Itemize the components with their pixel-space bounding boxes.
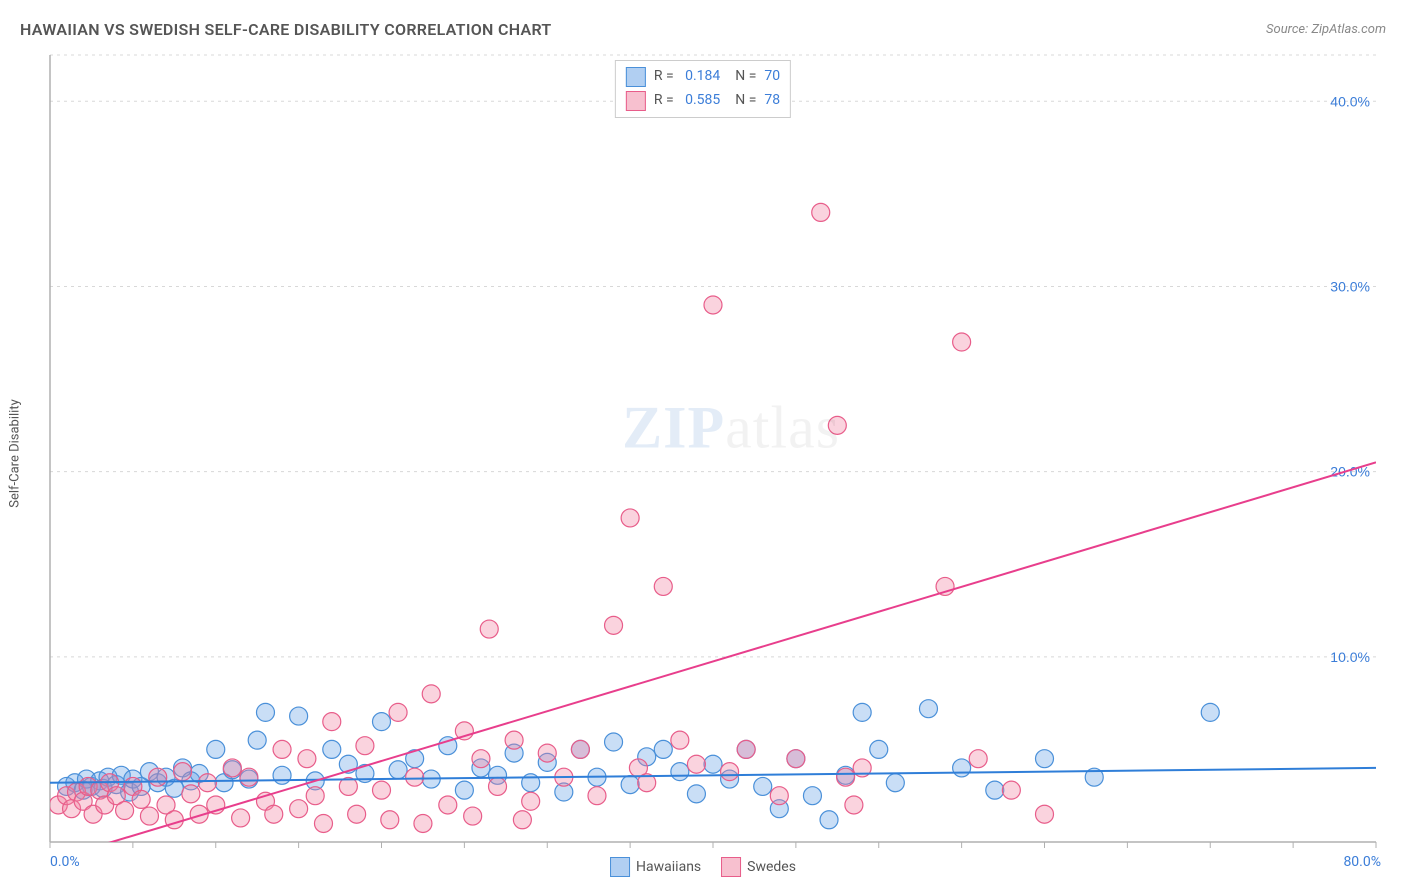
legend-row-swedes: R = 0.585 N = 78 <box>626 89 780 113</box>
scatter-chart: 10.0%20.0%30.0%40.0% <box>0 0 1406 892</box>
legend-r-value-0: 0.184 <box>685 65 720 89</box>
svg-text:30.0%: 30.0% <box>1330 278 1370 294</box>
legend-n-value-1: 78 <box>764 89 780 113</box>
legend-swatch-swedes-bottom <box>721 857 741 877</box>
legend-swatch-hawaiians-bottom <box>610 857 630 877</box>
legend-swatch-swedes <box>626 91 646 111</box>
legend-item-swedes: Swedes <box>721 857 796 877</box>
legend-r-label: R = <box>654 65 677 89</box>
legend-n-label: N = <box>728 65 756 89</box>
legend-r-value-1: 0.585 <box>685 89 720 113</box>
legend-swatch-hawaiians <box>626 67 646 87</box>
svg-text:40.0%: 40.0% <box>1330 93 1370 109</box>
correlation-legend: R = 0.184 N = 70 R = 0.585 N = 78 <box>615 60 791 118</box>
legend-n-value-0: 70 <box>764 65 780 89</box>
legend-label-hawaiians: Hawaiians <box>636 859 701 875</box>
x-axis-min-label: 0.0% <box>50 854 80 870</box>
x-axis-max-label: 80.0% <box>1343 854 1381 870</box>
legend-label-swedes: Swedes <box>747 859 796 875</box>
legend-r-label: R = <box>654 89 677 113</box>
svg-text:10.0%: 10.0% <box>1330 649 1370 665</box>
series-legend: Hawaiians Swedes <box>610 857 796 877</box>
legend-item-hawaiians: Hawaiians <box>610 857 701 877</box>
legend-n-label: N = <box>728 89 756 113</box>
legend-row-hawaiians: R = 0.184 N = 70 <box>626 65 780 89</box>
